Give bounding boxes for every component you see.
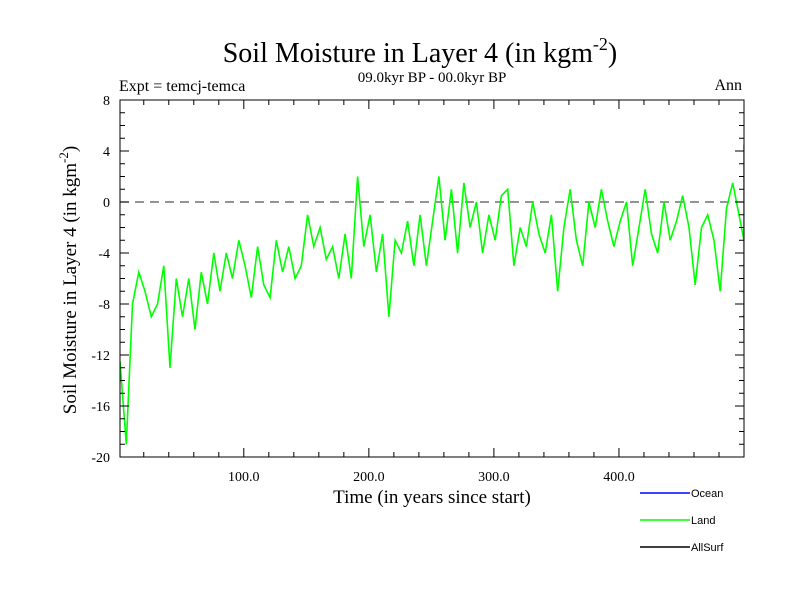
legend-label-allsurf: AllSurf bbox=[691, 542, 724, 554]
chart-subtitle: 09.0kyr BP - 00.0kyr BP bbox=[358, 70, 507, 86]
x-tick-label: 300.0 bbox=[478, 470, 510, 485]
experiment-label: Expt = temcj-temca bbox=[119, 78, 245, 95]
y-tick-label: -16 bbox=[91, 400, 110, 415]
x-tick-label: 200.0 bbox=[353, 470, 385, 485]
legend-label-land: Land bbox=[691, 515, 715, 527]
legend: Ocean Land AllSurf bbox=[640, 488, 724, 554]
legend-label-ocean: Ocean bbox=[691, 488, 723, 500]
y-tick-label: -8 bbox=[98, 298, 110, 313]
y-tick-label: -20 bbox=[91, 451, 110, 466]
x-tick-label: 100.0 bbox=[228, 470, 260, 485]
x-tick-label: 400.0 bbox=[603, 470, 635, 485]
chart-title: Soil Moisture in Layer 4 (in kgm-2) bbox=[223, 34, 618, 69]
y-tick-label: 8 bbox=[103, 94, 110, 109]
land-series-line bbox=[120, 144, 744, 445]
plot-area bbox=[120, 144, 744, 445]
plot-frame bbox=[119, 99, 745, 458]
season-label: Ann bbox=[714, 77, 742, 94]
y-tick-label: 4 bbox=[103, 145, 110, 160]
axis-ticks: 100.0 200.0 300.0 400.0 -20 -16 -12 -8 -4 0 4 8 bbox=[91, 94, 744, 485]
y-axis-label: Soil Moisture in Layer 4 (in kgm-2) bbox=[56, 146, 81, 414]
x-axis-label: Time (in years since start) bbox=[333, 487, 531, 508]
y-tick-label: -4 bbox=[98, 247, 110, 262]
y-tick-label: -12 bbox=[91, 349, 110, 364]
y-tick-label: 0 bbox=[103, 196, 110, 211]
